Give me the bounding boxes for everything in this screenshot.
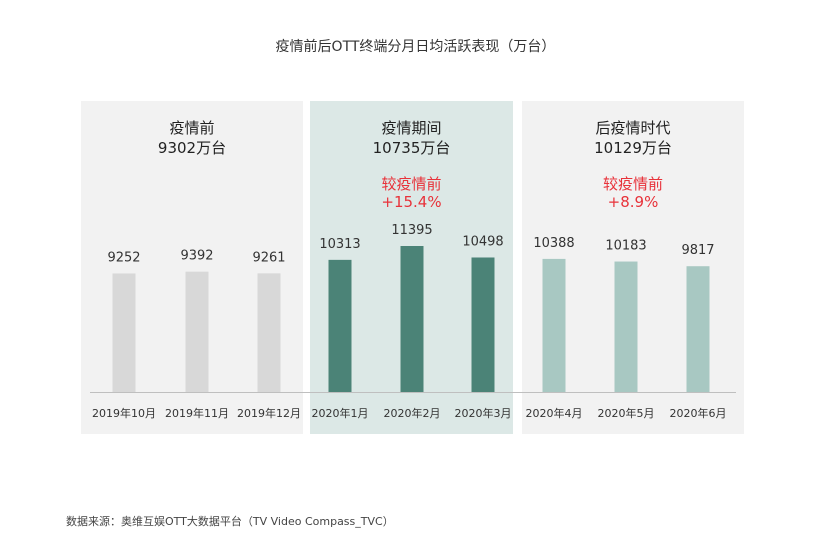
bar-value-label: 10313 [319,237,360,252]
bar-value-label: 9817 [681,243,714,258]
category-tick-label: 2019年12月 [237,406,301,420]
bar [686,266,710,392]
period-change-value-post: +8.9% [608,193,659,211]
category-tick-label: 2020年2月 [384,406,441,420]
period-change-label-during: 较疫情前 [381,175,441,193]
category-tick-label: 2020年5月 [598,406,655,420]
category-tick-label: 2020年4月 [526,406,583,420]
bar [400,246,424,392]
period-average-pre: 9302万台 [158,139,226,157]
category-tick-label: 2019年10月 [92,406,156,420]
bar [328,259,352,392]
period-change-value-during: +15.4% [381,193,441,211]
category-tick-label: 2020年6月 [670,406,727,420]
bar [614,261,638,392]
period-name-post: 后疫情时代 [595,119,670,137]
category-tick-label: 2020年1月 [312,406,369,420]
bar [257,273,281,392]
chart-title: 疫情前后OTT终端分月日均活跃表现（万台） [275,39,556,55]
period-average-post: 10129万台 [594,139,672,157]
bar-value-label: 9261 [252,250,285,265]
period-average-during: 10735万台 [373,139,451,157]
bar [471,257,495,392]
bar-value-label: 10183 [605,239,646,254]
period-change-label-post: 较疫情前 [603,175,663,193]
bar-value-label: 9252 [107,250,140,265]
category-tick-label: 2019年11月 [165,406,229,420]
category-tick-label: 2020年3月 [455,406,512,420]
bar-value-label: 9392 [180,249,213,264]
period-name-pre: 疫情前 [169,119,214,137]
bar [185,271,209,392]
bar-value-label: 10388 [533,236,574,251]
bar [112,273,136,392]
bar-value-label: 11395 [391,223,432,238]
data-source-note: 数据来源：奥维互娱OTT大数据平台（TV Video Compass_TVC） [66,515,394,528]
bar [542,258,566,392]
bar-value-label: 10498 [462,234,503,249]
period-name-during: 疫情期间 [381,119,441,137]
